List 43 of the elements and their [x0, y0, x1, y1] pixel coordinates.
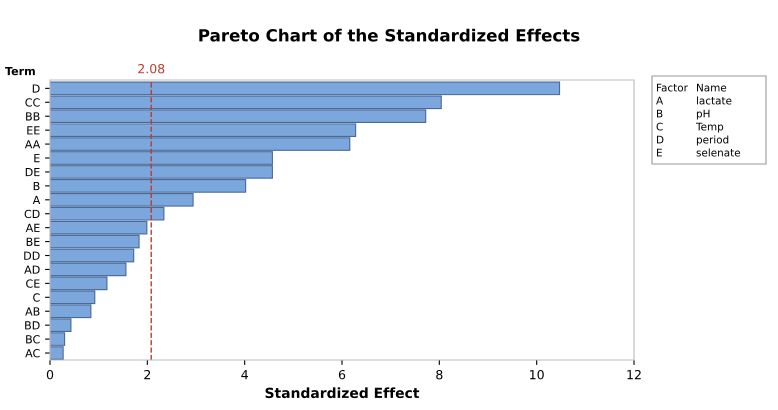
text: A	[656, 96, 664, 104]
text: D	[657, 136, 664, 144]
y-tick-label: CE	[26, 279, 40, 288]
y-tick-label: C	[33, 293, 40, 302]
y-tick-label: BC	[26, 335, 40, 344]
text: Factor	[657, 84, 688, 92]
y-tick-label: CD	[24, 210, 40, 218]
x-tick-label: 4	[241, 370, 248, 380]
ref-line-label: 2.08	[138, 64, 164, 74]
x-tick-label: 8	[436, 370, 442, 380]
chart-title: Pareto Chart of the Standardized Effects	[199, 28, 580, 42]
x-tick-label: 6	[338, 370, 346, 380]
y-tick-label: EE	[27, 126, 40, 134]
text: E	[657, 148, 662, 156]
y-tick-label: E	[34, 154, 40, 162]
text: Temp	[696, 122, 724, 133]
y-tick-label: CC	[25, 98, 40, 107]
x-tick-label: 2	[144, 370, 150, 380]
y-tick-label: AE	[26, 224, 40, 232]
y-tick-label: BD	[25, 321, 40, 330]
x-tick-label: 12	[627, 370, 641, 380]
y-tick-label: BB	[26, 112, 40, 120]
x-axis-title: Standardized Effect	[266, 387, 420, 398]
text: period	[696, 135, 728, 146]
text: lactate	[696, 96, 732, 105]
text: B	[657, 110, 662, 118]
y-tick-label: AD	[24, 266, 40, 274]
x-tick-label: 0	[46, 370, 54, 380]
y-tick-label: A	[32, 196, 40, 204]
y-tick-label: AC	[25, 349, 40, 358]
y-tick-label: AB	[25, 307, 40, 316]
text: Name	[697, 84, 726, 92]
text: selenate	[696, 148, 740, 157]
text: C	[656, 122, 663, 131]
y-tick-label: D	[32, 84, 40, 93]
text: pH	[696, 110, 710, 120]
y-tick-label: DE	[26, 168, 40, 176]
y-axis-title: Term	[5, 66, 35, 76]
y-tick-label: B	[34, 182, 40, 190]
y-tick-label: AA	[24, 140, 40, 148]
y-tick-label: BE	[26, 238, 40, 246]
x-tick-label: 10	[530, 370, 544, 380]
y-tick-label: DD	[24, 252, 40, 260]
